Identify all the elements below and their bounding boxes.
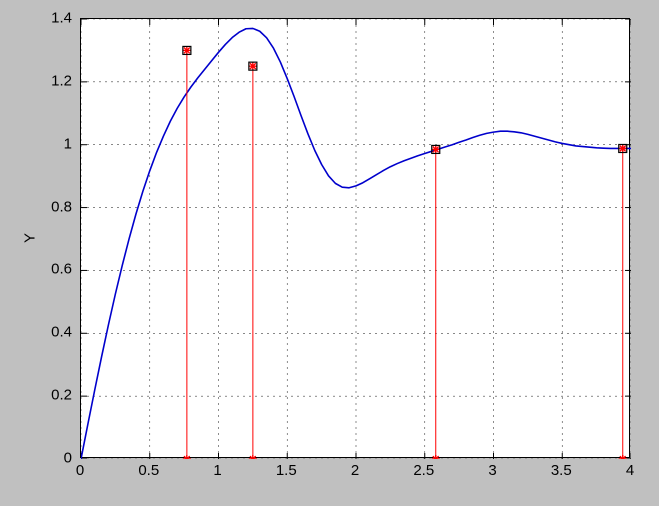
x-tick-label: 0.5 xyxy=(138,462,159,479)
x-tick-label: 0 xyxy=(76,462,84,479)
x-tick-label: 1 xyxy=(213,462,221,479)
y-tick-label: 0 xyxy=(64,450,72,467)
x-tick-label: 4 xyxy=(626,462,634,479)
y-tick-label: 1.4 xyxy=(51,10,72,27)
y-tick-label: 1.2 xyxy=(51,72,72,89)
y-axis-label: Y xyxy=(22,233,39,243)
y-tick-label: 0.2 xyxy=(51,387,72,404)
y-tick-label: 0.8 xyxy=(51,198,72,215)
x-tick-label: 2 xyxy=(351,462,359,479)
y-tick-label: 0.6 xyxy=(51,261,72,278)
x-tick-label: 3 xyxy=(488,462,496,479)
x-tick-label: 3.5 xyxy=(551,462,572,479)
plot-axes xyxy=(80,18,630,458)
x-tick-label: 1.5 xyxy=(276,462,297,479)
plot-svg xyxy=(81,19,631,459)
y-tick-label: 0.4 xyxy=(51,324,72,341)
y-tick-label: 1 xyxy=(64,135,72,152)
figure-window: Y 0 0.5 1 1.5 2 2.5 3 3.5 4 0 0.2 0.4 0.6 0.8 1 1.2 1.4 xyxy=(0,0,659,506)
x-tick-label: 2.5 xyxy=(413,462,434,479)
